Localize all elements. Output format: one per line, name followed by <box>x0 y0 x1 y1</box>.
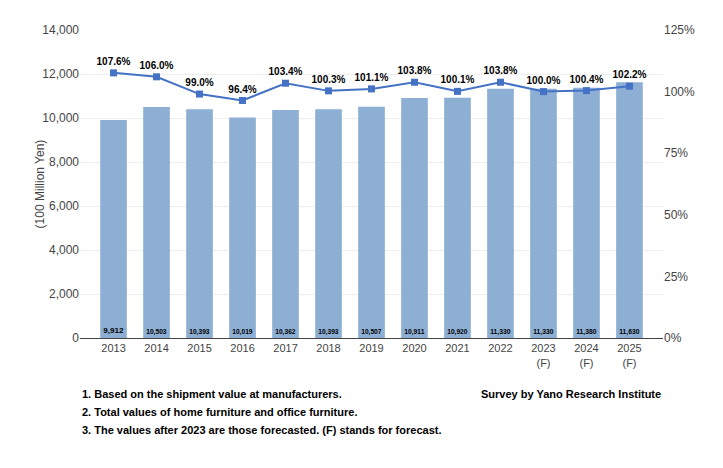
svg-text:8,000: 8,000 <box>49 155 79 169</box>
svg-text:10,920: 10,920 <box>447 328 468 336</box>
svg-text:9,912: 9,912 <box>103 326 124 335</box>
svg-text:11,630: 11,630 <box>619 328 640 336</box>
svg-text:11,330: 11,330 <box>533 328 554 336</box>
svg-text:2. Total values of home furnit: 2. Total values of home furniture and of… <box>82 406 357 418</box>
svg-text:14,000: 14,000 <box>42 23 79 37</box>
svg-text:2016: 2016 <box>230 342 254 354</box>
svg-text:125%: 125% <box>664 23 695 37</box>
svg-text:100.1%: 100.1% <box>441 74 475 85</box>
svg-text:0%: 0% <box>664 331 682 345</box>
svg-text:10,507: 10,507 <box>361 328 382 336</box>
svg-text:Survey by Yano Research Instit: Survey by Yano Research Institute <box>481 388 661 400</box>
svg-text:11,330: 11,330 <box>490 328 511 336</box>
svg-text:1. Based on the shipment value: 1. Based on the shipment value at manufa… <box>82 388 342 400</box>
svg-text:103.4%: 103.4% <box>269 66 303 77</box>
svg-text:3. The values after 2023 are t: 3. The values after 2023 are those forec… <box>82 424 441 436</box>
svg-text:10,000: 10,000 <box>42 111 79 125</box>
svg-text:106.0%: 106.0% <box>140 60 174 71</box>
svg-text:2022: 2022 <box>488 342 512 354</box>
svg-text:10,911: 10,911 <box>404 328 425 336</box>
svg-text:2015: 2015 <box>187 342 211 354</box>
svg-text:2021: 2021 <box>445 342 469 354</box>
svg-text:10,503: 10,503 <box>146 328 167 336</box>
svg-text:100.4%: 100.4% <box>570 74 604 85</box>
svg-text:107.6%: 107.6% <box>97 56 131 67</box>
svg-text:102.2%: 102.2% <box>613 69 647 80</box>
svg-text:100%: 100% <box>664 85 695 99</box>
svg-text:0: 0 <box>72 331 79 345</box>
svg-text:50%: 50% <box>664 208 688 222</box>
svg-text:103.8%: 103.8% <box>398 65 432 76</box>
svg-text:2025(F): 2025(F) <box>617 342 641 368</box>
svg-text:2024(F): 2024(F) <box>574 342 598 368</box>
svg-text:96.4%: 96.4% <box>228 84 256 95</box>
svg-text:2023(F): 2023(F) <box>531 342 555 368</box>
svg-text:10,393: 10,393 <box>189 328 210 336</box>
svg-text:2019: 2019 <box>359 342 383 354</box>
svg-text:2020: 2020 <box>402 342 426 354</box>
svg-text:4,000: 4,000 <box>49 243 79 257</box>
svg-text:100.3%: 100.3% <box>312 74 346 85</box>
svg-text:2017: 2017 <box>273 342 297 354</box>
svg-text:10,393: 10,393 <box>318 328 339 336</box>
svg-text:25%: 25% <box>664 270 688 284</box>
svg-text:2018: 2018 <box>316 342 340 354</box>
svg-text:11,380: 11,380 <box>576 328 597 336</box>
svg-text:103.8%: 103.8% <box>484 65 518 76</box>
svg-text:10,362: 10,362 <box>275 328 296 336</box>
svg-text:2014: 2014 <box>144 342 168 354</box>
svg-text:10,019: 10,019 <box>232 328 253 336</box>
svg-text:99.0%: 99.0% <box>185 77 213 88</box>
svg-text:6,000: 6,000 <box>49 199 79 213</box>
svg-text:100.0%: 100.0% <box>527 75 561 86</box>
svg-text:75%: 75% <box>664 146 688 160</box>
svg-text:2,000: 2,000 <box>49 287 79 301</box>
svg-text:2013: 2013 <box>101 342 125 354</box>
svg-text:101.1%: 101.1% <box>355 72 389 83</box>
svg-text:12,000: 12,000 <box>42 67 79 81</box>
svg-text:(100 Million Yen): (100 Million Yen) <box>33 140 47 229</box>
